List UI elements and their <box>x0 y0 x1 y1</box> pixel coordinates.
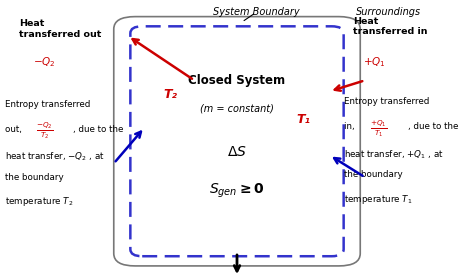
Text: Entropy transferred: Entropy transferred <box>5 100 90 109</box>
Text: $\frac{-Q_2}{T_2}$: $\frac{-Q_2}{T_2}$ <box>36 120 53 142</box>
Text: temperature $T_1$: temperature $T_1$ <box>344 193 412 206</box>
Text: $-Q_2$: $-Q_2$ <box>33 55 56 69</box>
Text: $\boldsymbol{S_{gen} \geq 0}$: $\boldsymbol{S_{gen} \geq 0}$ <box>209 182 265 200</box>
Text: Entropy transferred: Entropy transferred <box>344 97 429 106</box>
Text: $+Q_1$: $+Q_1$ <box>363 55 385 69</box>
Text: the boundary: the boundary <box>5 173 64 182</box>
Text: the boundary: the boundary <box>344 170 402 179</box>
Text: heat transfer, $-Q_2$ , at: heat transfer, $-Q_2$ , at <box>5 151 105 163</box>
Text: heat transfer, $+Q_1$ , at: heat transfer, $+Q_1$ , at <box>344 148 444 161</box>
Text: T₂: T₂ <box>164 88 178 101</box>
Text: Heat
transferred in: Heat transferred in <box>353 17 428 36</box>
Text: System Boundary: System Boundary <box>213 7 299 17</box>
Text: (m = constant): (m = constant) <box>200 103 274 113</box>
Text: , due to the: , due to the <box>408 122 458 131</box>
Text: , due to the: , due to the <box>73 125 124 134</box>
Text: out,: out, <box>5 125 24 134</box>
Text: $\frac{+Q_1}{T_1}$: $\frac{+Q_1}{T_1}$ <box>370 118 387 139</box>
Text: T₁: T₁ <box>296 113 310 125</box>
Text: temperature $T_2$: temperature $T_2$ <box>5 195 73 208</box>
Text: Heat
transferred out: Heat transferred out <box>19 19 101 39</box>
Text: $\Delta S$: $\Delta S$ <box>227 145 247 159</box>
Text: Closed System: Closed System <box>189 74 285 87</box>
Text: in,: in, <box>344 122 357 131</box>
Text: Surroundings: Surroundings <box>356 7 421 17</box>
